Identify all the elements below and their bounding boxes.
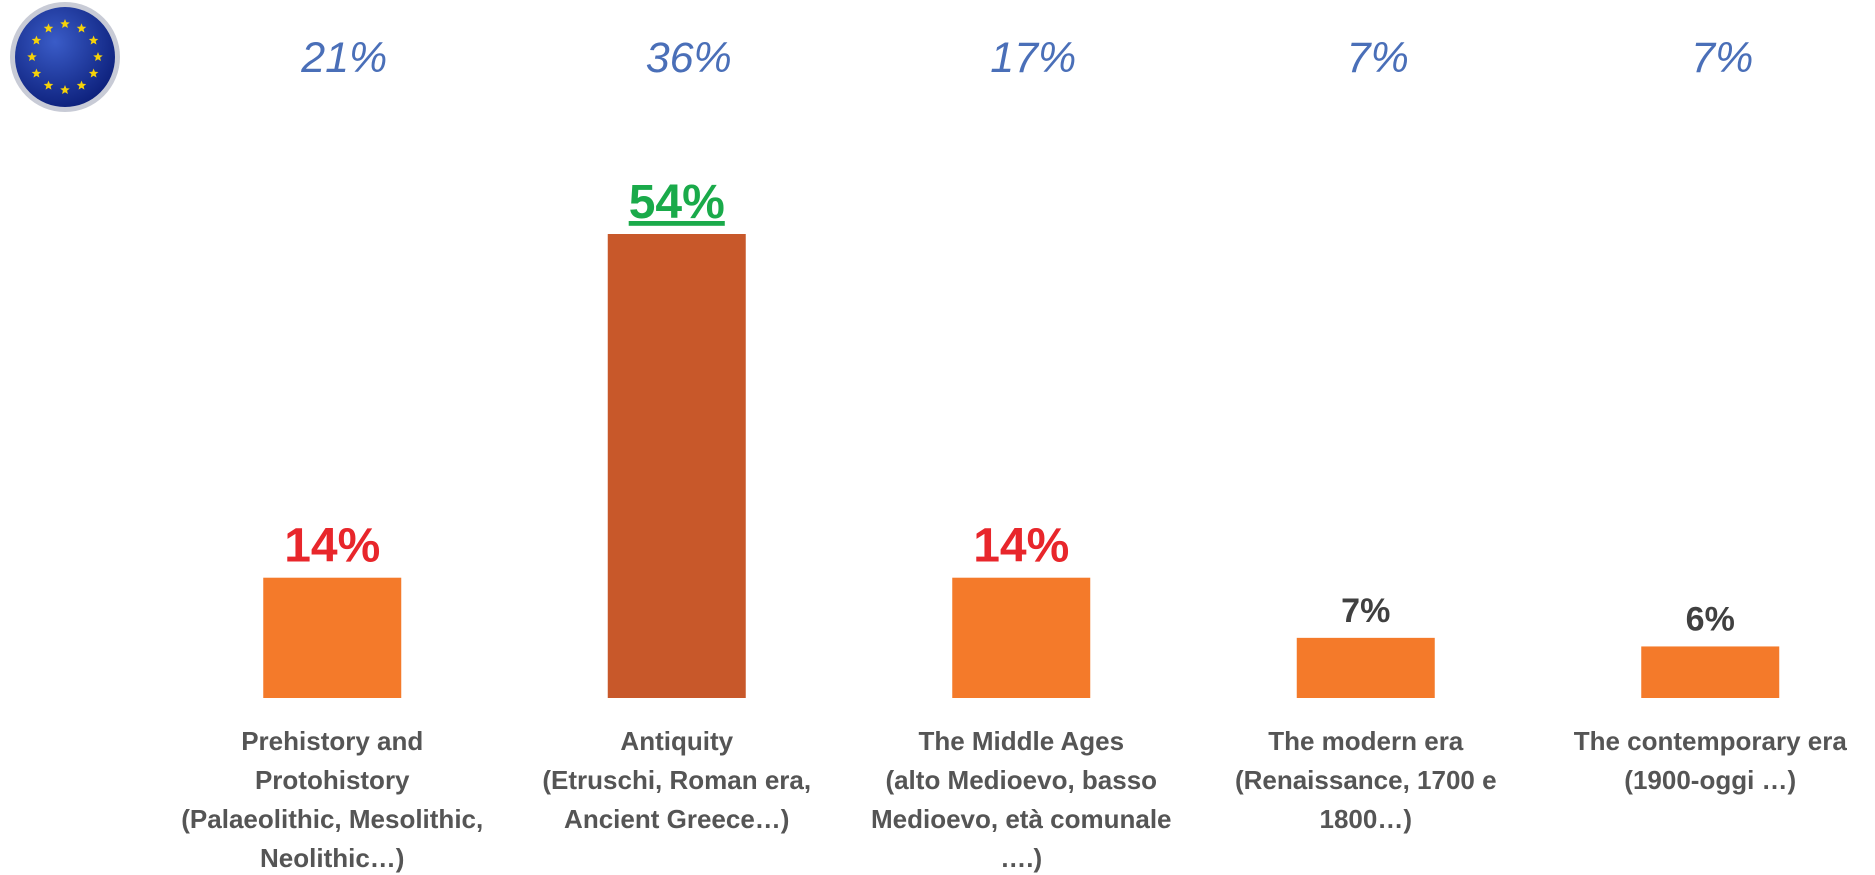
data-label: 54% xyxy=(629,176,725,229)
category-label: The Middle Ages (alto Medioevo, basso Me… xyxy=(870,726,1172,873)
star xyxy=(76,80,87,90)
star xyxy=(60,85,70,95)
star xyxy=(27,52,37,62)
data-label: 7% xyxy=(1341,592,1390,630)
category-label: The modern era (Renaissance, 1700 e 1800… xyxy=(1234,726,1497,834)
category-label: The contemporary era (1900-oggi …) xyxy=(1573,726,1847,795)
data-label: 6% xyxy=(1686,600,1735,638)
bar xyxy=(952,577,1091,698)
category-label: Prehistory and Protohistory (Palaeolithi… xyxy=(181,726,484,873)
eu-logo xyxy=(10,2,120,112)
star xyxy=(43,80,54,90)
category-label: Antiquity (Etruschi, Roman era, Ancient … xyxy=(542,726,812,834)
data-label: 14% xyxy=(284,520,380,573)
star xyxy=(31,68,42,78)
bar xyxy=(607,234,746,698)
star xyxy=(88,35,99,45)
comparison-label: 36% xyxy=(646,34,732,82)
star xyxy=(76,23,87,33)
comparison-label: 7% xyxy=(1691,34,1753,82)
data-label: 14% xyxy=(973,520,1069,573)
bar xyxy=(1296,637,1435,698)
comparison-label: 17% xyxy=(990,34,1076,82)
bar xyxy=(263,577,402,698)
star xyxy=(93,52,103,62)
bar xyxy=(1641,646,1780,698)
star xyxy=(31,35,42,45)
star xyxy=(43,23,54,33)
comparison-label: 21% xyxy=(300,34,387,82)
star xyxy=(88,68,99,78)
comparison-label: 7% xyxy=(1347,34,1409,82)
star xyxy=(60,19,70,29)
